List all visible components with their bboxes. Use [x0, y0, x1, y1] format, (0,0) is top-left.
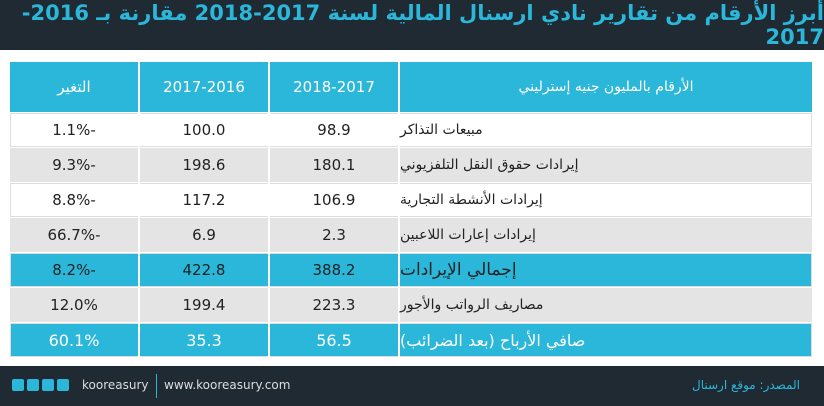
cell-value: 223.3	[270, 288, 400, 322]
cell-value: 100.0	[140, 113, 270, 147]
cell-value: 117.2	[140, 183, 270, 217]
title: أبرز الأرقام من تقارير نادي ارسنال المال…	[0, 0, 824, 50]
row-label: مبيعات التذاكر	[400, 122, 483, 138]
cell-value: 66.7%-	[10, 218, 140, 252]
table-row: 60.1% 35.3 56.5 صافي الأرباح (بعد الضرائب)	[10, 323, 812, 358]
separator	[156, 374, 157, 398]
cell-value: 12.0%	[10, 288, 140, 322]
cell-value: 35.3	[140, 323, 270, 357]
cell-value: 388.2	[270, 253, 400, 287]
row-label: إجمالي الإيرادات	[400, 260, 517, 280]
cell-value: 106.9	[270, 183, 400, 217]
table-row: 9.3%- 198.6 180.1 إيرادات حقوق النقل التلفز…	[10, 148, 812, 183]
cell-value: 9.3%-	[10, 148, 140, 182]
source: المصدر: موقع ارسنال	[691, 378, 800, 392]
column-header: 2017-2016	[140, 62, 270, 112]
row-label: مصاريف الرواتب والأجور	[400, 297, 544, 313]
cell-value: 2.3	[270, 218, 400, 252]
cell-value: 198.6	[140, 148, 270, 182]
cell-value: 1.1%-	[10, 113, 140, 147]
brand: kooreasury	[82, 378, 149, 392]
cell-value: 8.8%-	[10, 183, 140, 217]
table: التغير 2017-2016 2018-2017 الأرقام بالمليون…	[10, 62, 812, 358]
column-header: التغير	[10, 62, 140, 112]
table-row: 1.1%- 100.0 98.9 مبيعات التذاكر	[10, 113, 812, 148]
row-label: صافي الأرباح (بعد الضرائب)	[400, 330, 586, 350]
row-label: إيرادات الأنشطة التجارية	[400, 192, 543, 208]
cell-value: 98.9	[270, 113, 400, 147]
table-row: 8.2%- 422.8 388.2 إجمالي الإيرادات	[10, 253, 812, 288]
table-row: 66.7%- 6.9 2.3 إيرادات إعارات اللاعبين	[10, 218, 812, 253]
column-header: 2018-2017	[270, 62, 400, 112]
row-label: إيرادات إعارات اللاعبين	[400, 227, 536, 243]
cell-value: 8.2%-	[10, 253, 140, 287]
cell-value: 6.9	[140, 218, 270, 252]
cell-value: 56.5	[270, 323, 400, 357]
cell-value: 422.8	[140, 253, 270, 287]
website: www.kooreasury.com	[164, 378, 291, 392]
header-row: التغير 2017-2016 2018-2017 الأرقام بالمليون…	[10, 62, 812, 113]
column-header: الأرقام بالمليون جنيه إسترليني	[518, 79, 694, 95]
cell-value: 180.1	[270, 148, 400, 182]
table-row: 8.8%- 117.2 106.9 إيرادات الأنشطة التجارية	[10, 183, 812, 218]
cell-value: 60.1%	[10, 323, 140, 357]
table-row: 12.0% 199.4 223.3 مصاريف الرواتب والأجور	[10, 288, 812, 323]
footer: kooreasury www.kooreasury.com المصدر: مو…	[0, 366, 824, 406]
row-label: إيرادات حقوق النقل التلفزيوني	[400, 157, 579, 173]
cell-value: 199.4	[140, 288, 270, 322]
social-icons	[12, 379, 69, 391]
